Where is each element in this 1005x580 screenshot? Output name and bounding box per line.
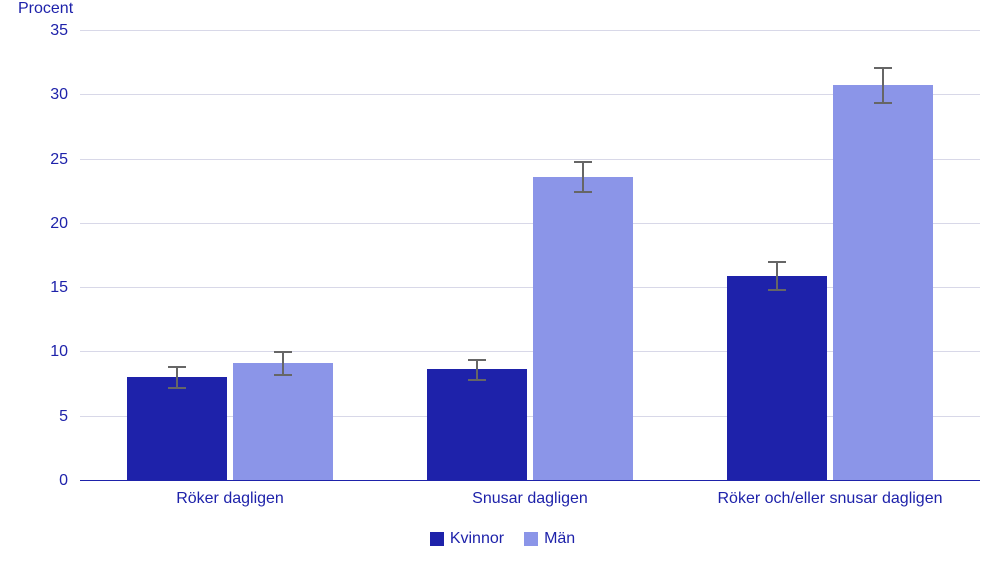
bar: [427, 369, 527, 480]
y-tick-label: 5: [0, 408, 68, 426]
y-tick-label: 35: [0, 22, 68, 40]
x-tick-label: Snusar dagligen: [380, 490, 680, 508]
legend-item: Män: [524, 530, 575, 548]
bar: [533, 177, 633, 480]
legend-label: Män: [544, 530, 575, 548]
x-tick-label: Röker dagligen: [80, 490, 380, 508]
bar: [127, 377, 227, 480]
bar: [233, 363, 333, 480]
chart-container: Procent 0 5 10 15 20 25 30 35 Röker dagligenSnu…: [0, 0, 1005, 580]
y-tick-label: 30: [0, 86, 68, 104]
gridline: [80, 30, 980, 31]
legend-swatch: [430, 532, 444, 546]
bar: [833, 85, 933, 480]
legend: Kvinnor Män: [0, 530, 1005, 548]
legend-label: Kvinnor: [450, 530, 504, 548]
plot-area: [80, 30, 980, 481]
y-tick-label: 25: [0, 151, 68, 169]
bar: [727, 276, 827, 480]
y-tick-label: 0: [0, 472, 68, 490]
y-tick-label: 10: [0, 343, 68, 361]
y-tick-label: 15: [0, 279, 68, 297]
x-tick-label: Röker och/eller snusar dagligen: [680, 490, 980, 508]
y-tick-label: 20: [0, 215, 68, 233]
y-axis-title: Procent: [18, 0, 73, 18]
legend-swatch: [524, 532, 538, 546]
legend-item: Kvinnor: [430, 530, 504, 548]
